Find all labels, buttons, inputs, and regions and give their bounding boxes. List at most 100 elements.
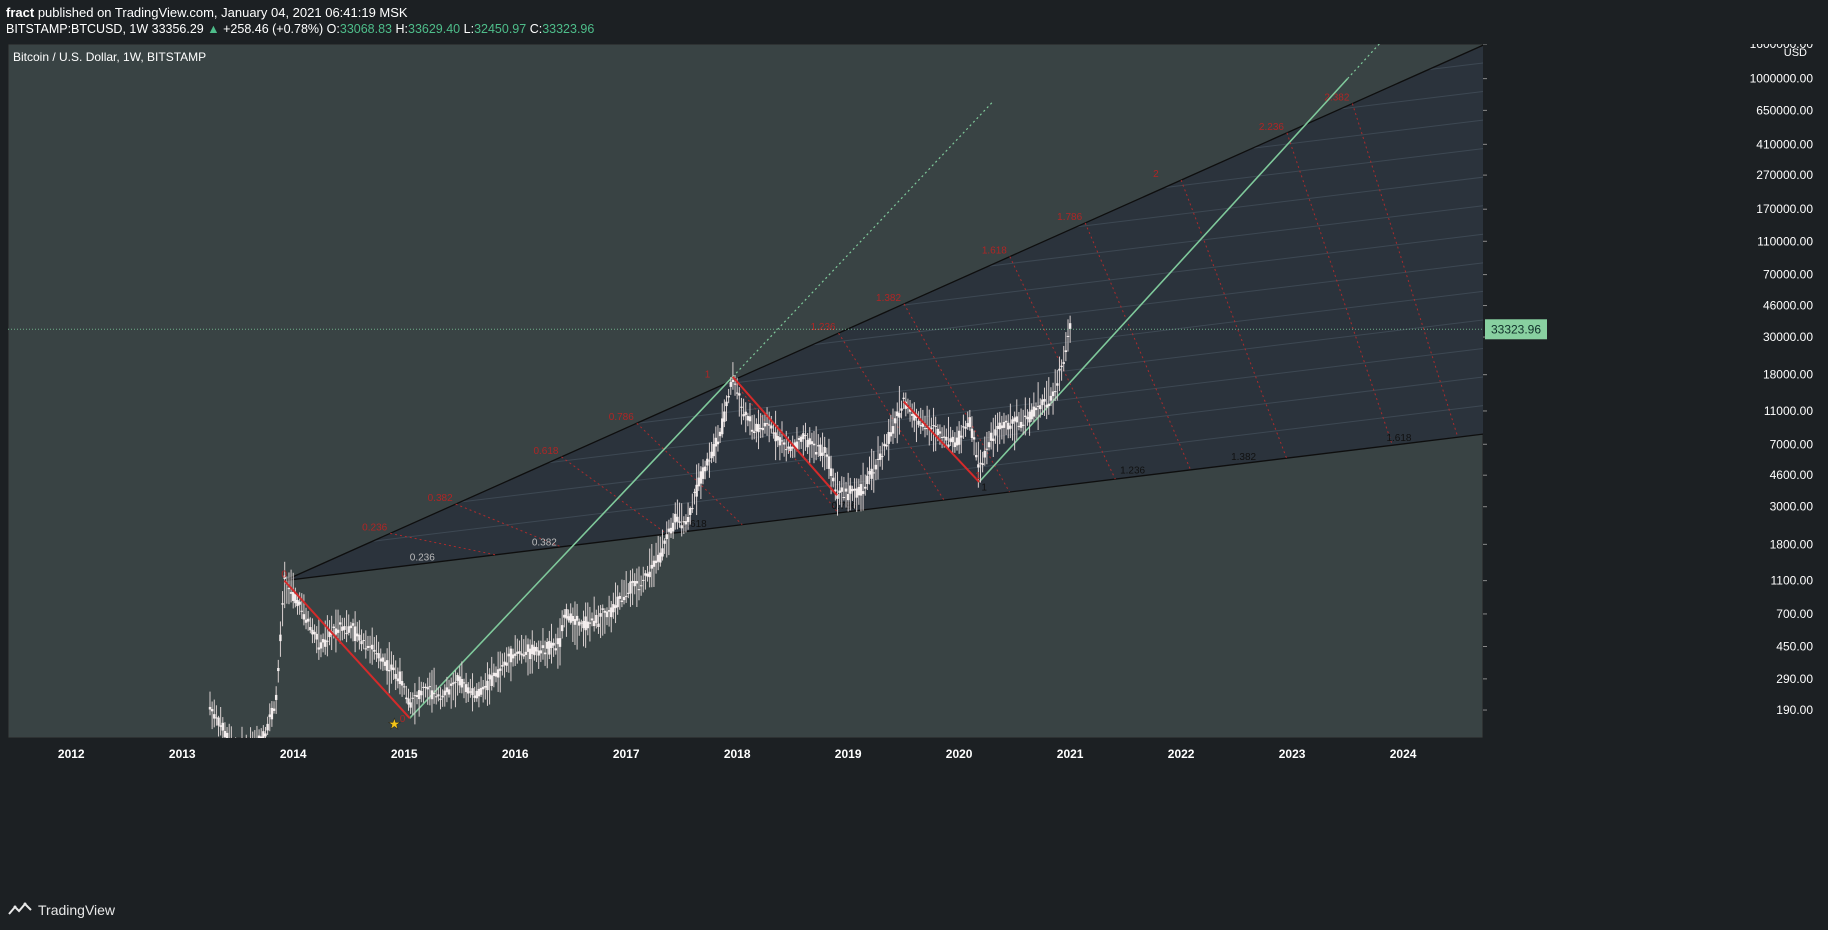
low-value: 32450.97 [474, 22, 527, 36]
y-tick-label: 450.00 [1776, 639, 1813, 653]
author-name[interactable]: fract [6, 5, 35, 20]
candle-body [281, 603, 284, 605]
publish-info: fract published on TradingView.com, Janu… [6, 5, 408, 20]
chart-header: fract published on TradingView.com, Janu… [0, 0, 1828, 44]
candle-body [477, 688, 481, 697]
candle-body [289, 592, 293, 594]
candle-body [473, 695, 476, 698]
candle-body [467, 687, 470, 694]
candle-body [490, 675, 493, 687]
candle-body [266, 723, 269, 731]
candle-body [379, 658, 382, 662]
candle-body [590, 618, 594, 621]
candle-body [716, 441, 720, 445]
candle-body [810, 441, 814, 445]
tradingview-brand[interactable]: TradingView [8, 902, 115, 918]
candle-body [878, 453, 882, 460]
chart-footer: TradingView [0, 894, 1828, 930]
x-tick-label: 2018 [724, 747, 751, 761]
candle-body [464, 684, 468, 693]
chart-area[interactable]: 0.236 0.382 0.618 0.786 1 1.236 1.382 1.618 1.78… [7, 37, 1821, 894]
candle-body [827, 456, 831, 469]
candle-body [684, 521, 688, 525]
candle-body [802, 433, 805, 440]
candle-body [531, 644, 534, 655]
candle-body [522, 654, 525, 657]
candle-body [1041, 399, 1044, 406]
candle-body [919, 424, 922, 427]
candle-body [499, 668, 502, 671]
candle-body [403, 686, 406, 688]
candle-body [306, 618, 310, 622]
candle-body [661, 548, 664, 557]
candle-body [648, 571, 651, 578]
candle-body [753, 431, 756, 434]
x-tick-label: 2012 [58, 747, 85, 761]
candle-body [639, 585, 643, 587]
candle-body [260, 736, 263, 738]
candle-body [836, 493, 839, 499]
candle-body [748, 416, 752, 422]
candle-body [650, 564, 654, 569]
candle-body [302, 614, 306, 620]
candle-body [443, 690, 446, 696]
candle-body [349, 625, 353, 629]
candle-body [283, 575, 286, 579]
candle-body [296, 599, 299, 607]
candle-body [394, 673, 397, 679]
trend-extension-dotted [732, 101, 994, 378]
candle-body [607, 610, 611, 612]
y-tick-label: 700.00 [1776, 607, 1813, 621]
fib-band-line [988, 205, 1483, 267]
y-tick-label: 70000.00 [1763, 268, 1813, 282]
btc-chart-svg[interactable]: 0.236 0.382 0.618 0.786 1 1.236 1.382 1.618 1.78… [7, 37, 1821, 894]
fib-label-top: 1 [705, 369, 711, 380]
candle-body [964, 426, 967, 429]
y-tick-label: 30000.00 [1763, 330, 1813, 344]
fib-label-top: 0.236 [362, 522, 387, 533]
candle-body [928, 426, 931, 428]
candle-body [1021, 424, 1025, 426]
fib-label-top: 1.382 [876, 293, 901, 304]
candle-body [428, 686, 432, 688]
candle-body [1058, 368, 1061, 371]
candle-body [910, 414, 914, 416]
candle-body [849, 485, 852, 494]
x-tick-label: 2024 [1390, 747, 1417, 761]
candle-body [554, 648, 557, 651]
fib-label-top: 0.618 [533, 446, 558, 457]
symbol-label: BITSTAMP:BTCUSD, 1W [6, 22, 149, 36]
candle-body [1019, 421, 1023, 428]
candle-body [744, 411, 747, 416]
candle-body [454, 681, 457, 683]
candle-body [938, 431, 942, 434]
candle-body [947, 444, 950, 447]
candle-body [814, 452, 818, 455]
fib-band-line [372, 405, 1483, 542]
candle-body [642, 579, 645, 581]
candle-body [806, 439, 809, 448]
candle-body [682, 521, 686, 523]
chart-drawings: 0.236 0.382 0.618 0.786 1 1.236 1.382 1.618 1.78… [208, 44, 1483, 738]
candle-body [377, 653, 380, 659]
candle-body [697, 477, 700, 487]
candle-body [889, 432, 893, 437]
candle-body [740, 406, 743, 408]
candle-body [723, 411, 726, 422]
candle-body [970, 428, 974, 439]
candle-body [257, 735, 261, 738]
close-label: C: [529, 22, 543, 36]
candle-body [516, 651, 519, 654]
candle-body [213, 714, 216, 719]
x-tick-label: 2013 [169, 747, 196, 761]
candle-body [657, 554, 660, 562]
candle-body [776, 435, 779, 441]
candle-body [761, 427, 764, 431]
candle-body [503, 661, 506, 666]
candle-body [635, 581, 639, 584]
candle-body [528, 648, 532, 660]
fib-level-line [732, 380, 839, 514]
candle-body [1034, 407, 1038, 411]
candle-body [868, 471, 871, 475]
price-change: +258.46 (+0.78%) [223, 22, 324, 36]
